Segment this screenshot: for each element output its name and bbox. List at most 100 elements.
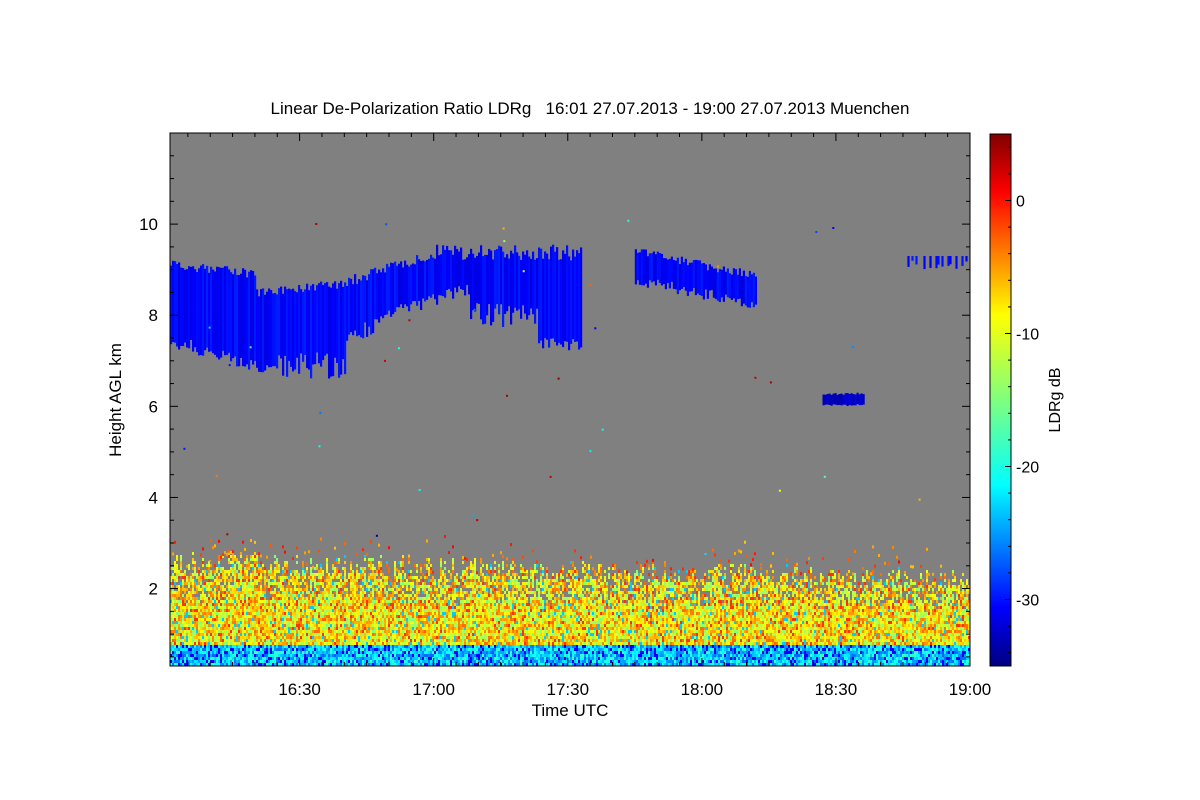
bl-cell (364, 558, 366, 561)
bl-cell (174, 591, 176, 594)
bl-cell (380, 627, 382, 630)
bl-cell (228, 645, 230, 648)
bl-cell (386, 657, 388, 660)
bl-cell (184, 618, 186, 621)
bl-cell (192, 639, 194, 642)
bl-cell (304, 609, 306, 612)
bl-cell (200, 639, 202, 642)
bl-cell (458, 651, 460, 654)
bl-cell (328, 597, 330, 600)
bl-cell (390, 594, 392, 597)
bl-cell (360, 654, 362, 657)
bl-cell (294, 579, 296, 582)
bl-cell (240, 594, 242, 597)
bl-cell (296, 609, 298, 612)
bl-cell (268, 645, 270, 648)
bl-cell (180, 573, 182, 576)
bl-cell (304, 551, 306, 555)
bl-cell (456, 594, 458, 597)
bl-cell (242, 582, 244, 585)
bl-cell (272, 615, 274, 618)
bl-cell (272, 648, 274, 651)
bl-cell (184, 603, 186, 606)
bl-cell (260, 633, 262, 636)
bl-cell (420, 639, 422, 642)
bl-cell (346, 639, 348, 642)
bl-cell (290, 609, 292, 612)
bl-cell (222, 585, 224, 588)
bl-cell (276, 651, 278, 654)
bl-cell (312, 621, 314, 624)
bl-cell (462, 639, 464, 642)
bl-cell (456, 630, 458, 633)
bl-cell (438, 645, 440, 648)
bl-cell (186, 579, 188, 582)
bl-cell (188, 642, 190, 645)
bl-cell (376, 660, 378, 663)
bl-cell (338, 558, 340, 561)
bl-cell (314, 603, 316, 606)
bl-cell (462, 585, 464, 588)
bl-cell (350, 624, 352, 627)
bl-cell (474, 609, 476, 612)
bl-cell (344, 582, 346, 585)
bl-cell (324, 648, 326, 651)
bl-cell (416, 612, 418, 615)
bl-cell (172, 645, 174, 648)
bl-cell (476, 657, 478, 660)
bl-cell (356, 570, 358, 573)
bl-cell (244, 639, 246, 642)
bl-cell (274, 633, 276, 636)
bl-cell (254, 603, 256, 606)
bl-cell (174, 561, 176, 564)
bl-cell (368, 630, 370, 633)
bl-cell (208, 576, 210, 579)
bl-cell (244, 654, 246, 657)
bl-cell (304, 570, 306, 573)
bl-cell (416, 609, 418, 612)
bl-cell (364, 612, 366, 615)
bl-cell (318, 582, 320, 585)
bl-cell (400, 630, 402, 633)
bl-cell (412, 603, 414, 606)
bl-cell (450, 633, 452, 636)
bl-cell (284, 657, 286, 660)
bl-cell (220, 639, 222, 642)
bl-cell (254, 630, 256, 633)
bl-cell (400, 651, 402, 654)
bl-cell (186, 648, 188, 651)
bl-cell (320, 657, 322, 660)
bl-cell (240, 642, 242, 645)
bl-cell (352, 651, 354, 654)
bl-cell (426, 618, 428, 621)
bl-cell (340, 585, 342, 588)
bl-cell (268, 585, 270, 588)
bl-cell (402, 582, 404, 585)
bl-cell (386, 630, 388, 633)
bl-cell (360, 660, 362, 663)
bl-cell (218, 609, 220, 612)
bl-cell (346, 630, 348, 633)
bl-cell (274, 615, 276, 618)
bl-cell (272, 570, 274, 573)
bl-cell (380, 663, 382, 666)
bl-cell (246, 612, 248, 615)
bl-cell (186, 588, 188, 591)
bl-cell (254, 567, 256, 570)
bl-cell (202, 588, 204, 591)
bl-cell (468, 630, 470, 633)
bl-cell (170, 627, 172, 630)
bl-cell (364, 567, 366, 570)
bl-cell (316, 636, 318, 639)
bl-cell (478, 579, 480, 582)
bl-cell (402, 648, 404, 651)
bl-cell (210, 624, 212, 627)
bl-cell (178, 576, 180, 579)
bl-cell (444, 654, 446, 657)
bl-cell (178, 630, 180, 633)
bl-cell (232, 552, 234, 555)
bl-cell (480, 633, 482, 636)
bl-cell (394, 663, 396, 666)
bl-cell (286, 657, 288, 660)
bl-cell (214, 564, 216, 567)
